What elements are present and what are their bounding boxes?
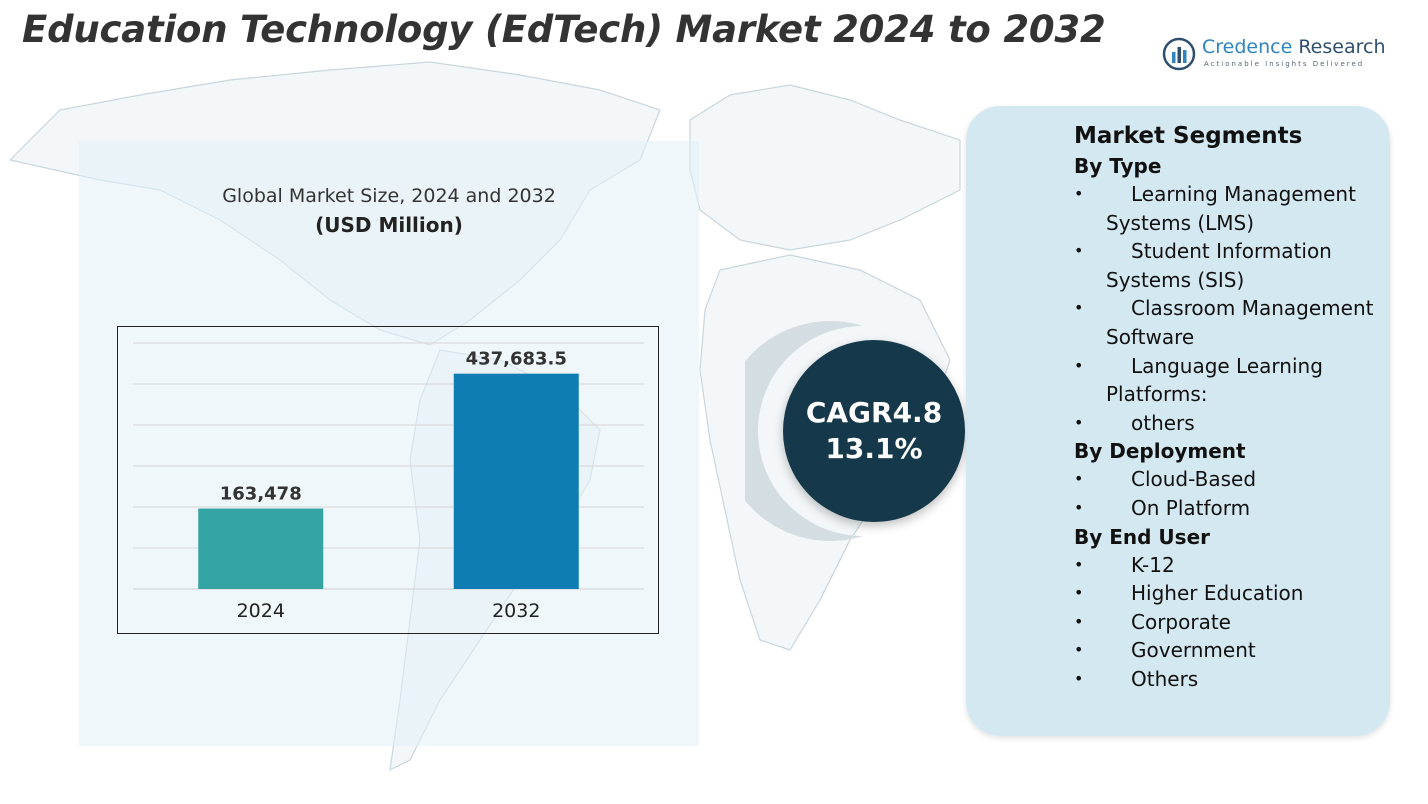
segment-item-label: On Platform	[1131, 495, 1251, 520]
bullet-icon: •	[1074, 668, 1084, 688]
bar-2032	[453, 373, 579, 589]
list-item: • Government	[1074, 636, 1384, 665]
segment-item-label: Government	[1131, 638, 1256, 663]
segment-item-label: Corporate	[1131, 609, 1231, 634]
list-item: • Classroom Management Software	[1074, 294, 1384, 351]
segment-item-label: Language Learning Platforms:	[1106, 353, 1323, 407]
segment-item-label: K-12	[1131, 552, 1175, 577]
deployment-list: • Cloud-Based • On Platform	[1074, 465, 1384, 522]
bullet-icon: •	[1074, 412, 1084, 432]
segment-item-label: Learning Management Systems (LMS)	[1106, 182, 1356, 235]
segment-group-deployment: By Deployment	[1074, 439, 1246, 464]
bullet-icon: •	[1074, 611, 1084, 631]
cagr-badge: CAGR4.8 13.1%	[745, 318, 975, 548]
x-tick-label-2032: 2032	[492, 600, 540, 622]
segment-item-label: Student Information Systems (SIS)	[1106, 239, 1332, 292]
bullet-icon: •	[1074, 640, 1084, 660]
chart-frame	[117, 326, 659, 634]
logo-brand: Credence	[1202, 36, 1293, 58]
segments-heading: Market Segments	[1074, 123, 1303, 149]
chart-unit: (USD Million)	[315, 213, 463, 237]
logo-tagline: Actionable Insights Delivered	[1204, 60, 1365, 68]
segment-item-label: Classroom Management Software	[1106, 296, 1374, 349]
chart-panel: Global Market Size, 2024 and 2032 (USD M…	[79, 141, 699, 746]
end-user-list: • K-12 • Higher Education • Corporate • Gove…	[1074, 551, 1384, 694]
segment-item-label: Higher Education	[1131, 581, 1304, 606]
bullet-icon: •	[1074, 184, 1084, 203]
list-item: • Corporate	[1074, 608, 1384, 637]
logo-name: Research	[1298, 36, 1386, 58]
data-label-2024: 163,478	[220, 484, 302, 505]
page-title: Education Technology (EdTech) Market 202…	[22, 8, 1106, 51]
bullet-icon: •	[1074, 469, 1084, 489]
market-segments-content: Market Segments By Type • Learning Manage…	[1074, 120, 1384, 694]
segment-item-label: Others	[1131, 666, 1199, 691]
bullet-icon: •	[1074, 298, 1084, 318]
list-item: • K-12	[1074, 551, 1384, 580]
cagr-label: CAGR4.8	[805, 396, 943, 429]
list-item: • Student Information Systems (SIS)	[1074, 237, 1384, 294]
type-list: • Learning Management Systems (LMS) • Stud…	[1074, 180, 1384, 437]
market-segments-panel	[966, 106, 1390, 736]
list-item: • Cloud-Based	[1074, 465, 1384, 494]
cagr-circle: CAGR4.8 13.1%	[783, 340, 965, 522]
data-label-2032: 437,683.5	[466, 349, 567, 370]
cagr-value: 13.1%	[825, 432, 923, 465]
chart-caption: Global Market Size, 2024 and 2032	[222, 185, 556, 207]
segment-item-label: Cloud-Based	[1131, 467, 1257, 492]
europe-shape	[689, 84, 961, 251]
bullet-icon: •	[1074, 497, 1084, 517]
list-item: • Higher Education	[1074, 579, 1384, 608]
list-item: • Others	[1074, 665, 1384, 694]
logo-wordmark: Credence Research	[1202, 36, 1385, 58]
bar-2024	[198, 508, 324, 589]
list-item: • On Platform	[1074, 494, 1384, 523]
bullet-icon: •	[1074, 241, 1084, 261]
list-item: • others	[1074, 409, 1384, 438]
bar-chart-circle-icon	[1162, 37, 1196, 71]
list-item: • Learning Management Systems (LMS)	[1074, 180, 1384, 237]
segment-group-end-user: By End User	[1074, 524, 1210, 549]
bullet-icon: •	[1074, 355, 1084, 375]
x-tick-label-2024: 2024	[237, 600, 285, 622]
bar-chart: 163,478 2024 437,683.5 2032	[133, 342, 644, 622]
bullet-icon: •	[1074, 583, 1084, 603]
segment-item-label: others	[1131, 410, 1195, 435]
credence-research-logo: Credence Research Actionable Insights De…	[1160, 34, 1400, 74]
bullet-icon: •	[1074, 554, 1084, 574]
list-item: • Language Learning Platforms:	[1074, 352, 1384, 409]
segment-group-type: By Type	[1074, 154, 1162, 178]
